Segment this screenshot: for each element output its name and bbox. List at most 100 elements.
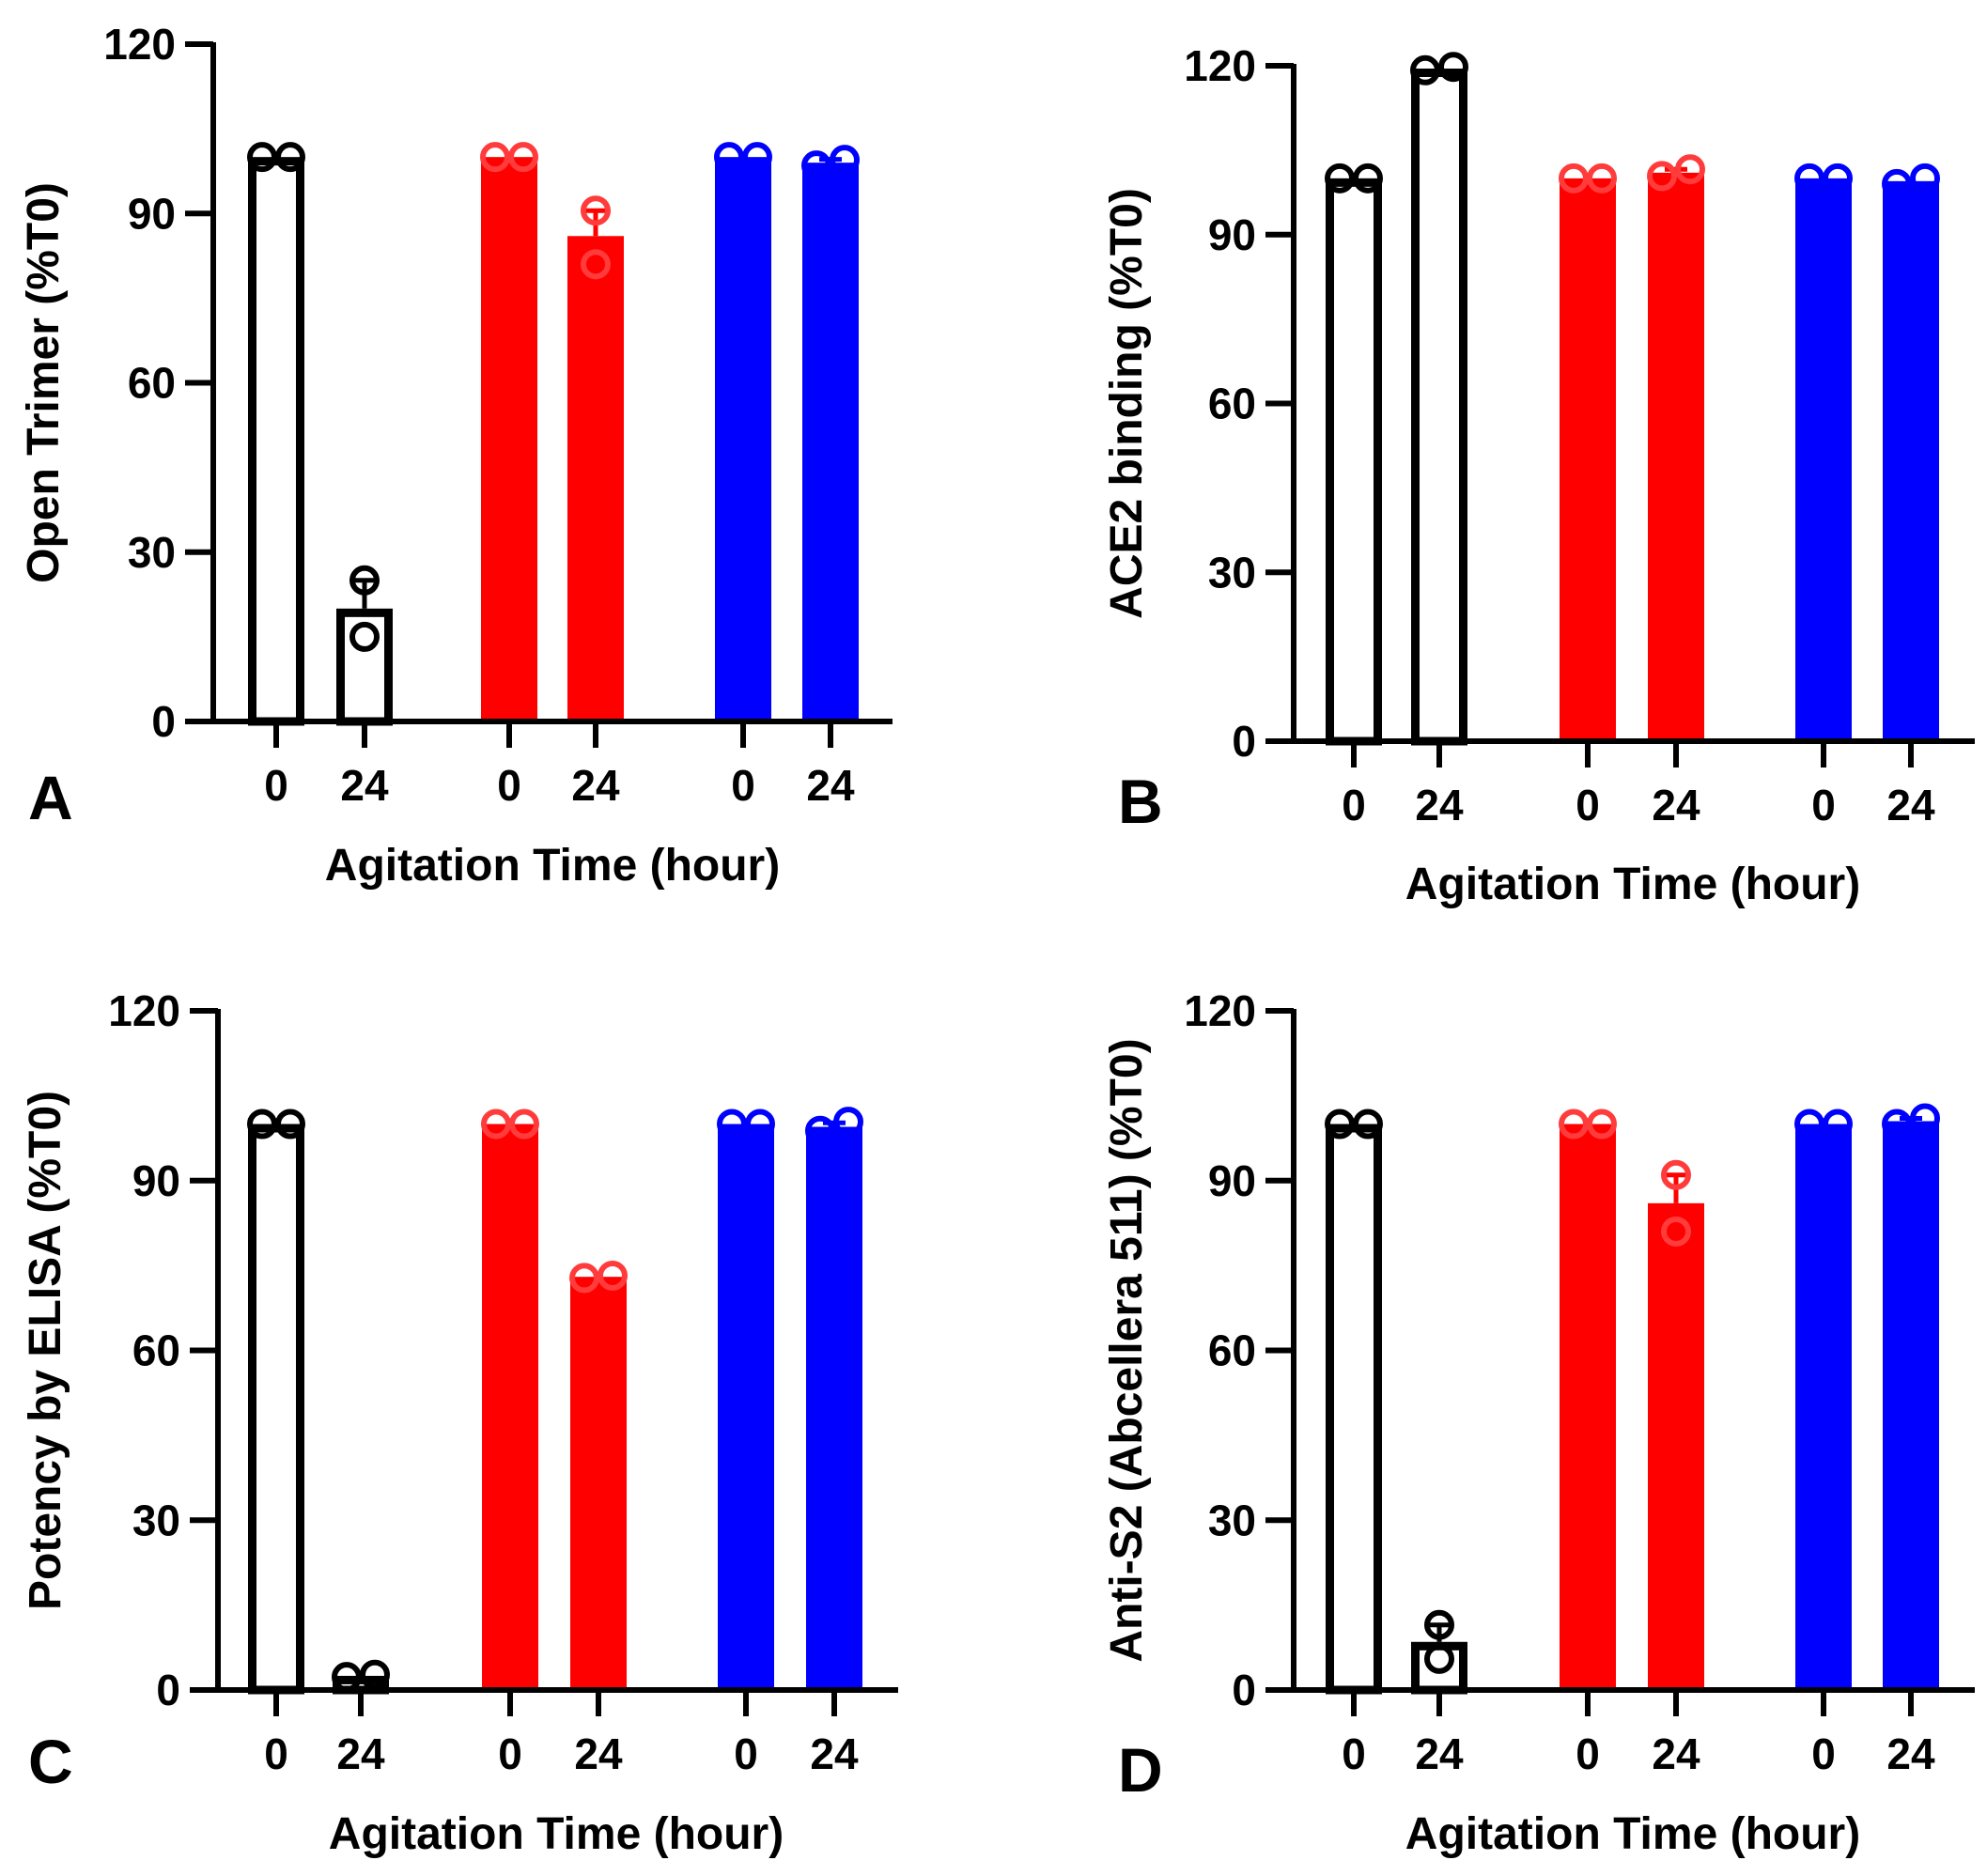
bar bbox=[248, 1124, 304, 1695]
y-tick-label: 60 bbox=[128, 359, 176, 408]
x-tick-label: 24 bbox=[1415, 781, 1464, 829]
data-point bbox=[481, 1109, 511, 1140]
y-tick-label: 30 bbox=[1208, 1496, 1256, 1544]
data-point bbox=[1910, 163, 1940, 194]
x-tick-label: 0 bbox=[264, 761, 288, 810]
data-point bbox=[581, 249, 611, 280]
data-point bbox=[717, 1109, 747, 1140]
data-point bbox=[801, 150, 831, 181]
bar bbox=[1648, 1202, 1704, 1690]
bar bbox=[1326, 1124, 1382, 1695]
data-point bbox=[742, 142, 772, 173]
bar bbox=[1326, 178, 1382, 746]
x-tick-label: 24 bbox=[336, 1729, 385, 1778]
x-tick-label: 0 bbox=[731, 761, 755, 810]
y-tick-label: 120 bbox=[103, 20, 176, 69]
y-axis-title: Open Trimer (%T0) bbox=[19, 182, 69, 583]
data-point bbox=[1675, 154, 1705, 185]
y-axis-title: Potency by ELISA (%T0) bbox=[21, 1091, 70, 1610]
data-point bbox=[349, 565, 380, 596]
data-point bbox=[1661, 1216, 1691, 1247]
x-tick-label: 0 bbox=[1811, 781, 1836, 829]
x-tick-label: 24 bbox=[1886, 781, 1935, 829]
x-tick-label: 0 bbox=[497, 761, 521, 810]
data-point bbox=[1559, 163, 1589, 194]
bar bbox=[1411, 1641, 1467, 1695]
data-point bbox=[1325, 163, 1355, 194]
bar bbox=[1883, 1121, 1939, 1690]
data-point bbox=[1882, 1109, 1912, 1140]
data-point bbox=[581, 195, 611, 226]
data-point bbox=[247, 142, 277, 173]
x-tick-label: 0 bbox=[1342, 781, 1366, 829]
panel-a: 0 30 60 90 120 0 24 0 24 0 24 Open Trimer (%T0) Agit… bbox=[19, 20, 893, 891]
bar bbox=[1883, 180, 1939, 741]
data-point bbox=[1647, 161, 1677, 192]
y-tick-label: 120 bbox=[1184, 41, 1256, 90]
y-tick-label: 0 bbox=[1232, 1666, 1256, 1714]
x-tick-label: 24 bbox=[1652, 781, 1700, 829]
data-point bbox=[1823, 163, 1853, 194]
data-point bbox=[745, 1109, 775, 1140]
panel-c: 0 30 60 90 120 0 24 0 24 0 24 Potency by ELISA (%T0… bbox=[21, 986, 898, 1859]
bar bbox=[481, 157, 537, 721]
y-tick-label: 0 bbox=[1232, 717, 1256, 766]
x-tick-label: 0 bbox=[498, 1729, 522, 1778]
panel-letter: B bbox=[1118, 767, 1163, 836]
y-tick-label: 30 bbox=[1208, 548, 1256, 597]
panel-letter: C bbox=[28, 1727, 73, 1796]
x-tick-label: 0 bbox=[264, 1729, 288, 1778]
bar bbox=[802, 163, 859, 722]
data-point bbox=[1882, 168, 1912, 199]
panel-letter: D bbox=[1118, 1735, 1163, 1805]
data-point bbox=[1794, 163, 1824, 194]
x-tick-label: 24 bbox=[571, 761, 620, 810]
x-tick-label: 0 bbox=[1576, 1729, 1600, 1778]
y-axis-title: ACE2 binding (%T0) bbox=[1102, 188, 1152, 619]
y-tick-label: 90 bbox=[132, 1156, 180, 1205]
x-tick-label: 0 bbox=[734, 1729, 758, 1778]
data-point bbox=[1661, 1159, 1691, 1190]
data-point bbox=[508, 142, 538, 173]
data-point bbox=[1424, 1643, 1454, 1674]
x-tick-label: 24 bbox=[1886, 1729, 1935, 1778]
bar bbox=[1648, 172, 1704, 741]
data-point bbox=[1410, 54, 1440, 85]
data-point bbox=[1587, 163, 1617, 194]
bar bbox=[1795, 1124, 1852, 1690]
x-axis-title: Agitation Time (hour) bbox=[325, 841, 780, 891]
bar bbox=[248, 157, 304, 726]
y-tick-label: 0 bbox=[156, 1666, 180, 1714]
x-tick-label: 24 bbox=[1652, 1729, 1700, 1778]
data-point bbox=[569, 1263, 599, 1294]
data-point bbox=[1823, 1109, 1853, 1140]
y-tick-label: 120 bbox=[1184, 986, 1256, 1035]
y-tick-label: 60 bbox=[1208, 380, 1256, 428]
x-tick-label: 0 bbox=[1342, 1729, 1366, 1778]
x-tick-label: 24 bbox=[810, 1729, 859, 1778]
data-point bbox=[360, 1659, 390, 1690]
bar bbox=[718, 1124, 774, 1690]
data-point bbox=[275, 1109, 305, 1140]
bar bbox=[1795, 178, 1852, 742]
data-point bbox=[1353, 1109, 1383, 1140]
x-tick-label: 0 bbox=[1811, 1729, 1836, 1778]
x-axis-title: Agitation Time (hour) bbox=[1405, 860, 1860, 909]
bar bbox=[1560, 178, 1616, 742]
y-tick-label: 90 bbox=[1208, 1156, 1256, 1205]
x-tick-label: 0 bbox=[1576, 781, 1600, 829]
y-axis-title: Anti-S2 (Abcellera 511) (%T0) bbox=[1102, 1038, 1152, 1662]
y-tick-label: 60 bbox=[1208, 1326, 1256, 1375]
bar bbox=[482, 1124, 538, 1690]
y-tick-label: 90 bbox=[128, 189, 176, 238]
data-point bbox=[598, 1260, 628, 1291]
y-tick-label: 30 bbox=[132, 1496, 180, 1544]
panel-d: 0 30 60 90 120 0 24 0 24 0 24 Anti-S2 (Abcellera 51… bbox=[1102, 986, 1975, 1859]
data-point bbox=[805, 1115, 835, 1146]
x-tick-label: 24 bbox=[574, 1729, 623, 1778]
data-point bbox=[833, 1107, 863, 1138]
x-tick-label: 24 bbox=[340, 761, 389, 810]
y-tick-label: 120 bbox=[108, 986, 180, 1035]
bar bbox=[570, 1277, 627, 1690]
